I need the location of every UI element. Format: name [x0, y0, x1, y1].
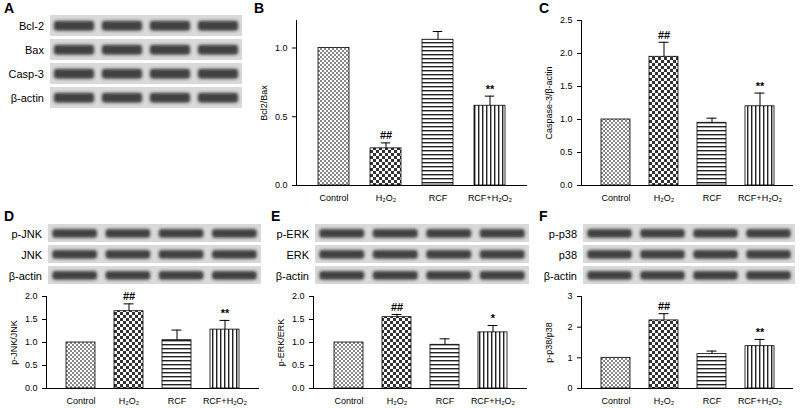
svg-text:Casp-3: Casp-3	[9, 68, 44, 80]
svg-text:0: 0	[567, 383, 572, 393]
svg-text:β-actin: β-actin	[544, 270, 577, 282]
svg-text:0.5: 0.5	[292, 360, 305, 370]
svg-text:p-ERK: p-ERK	[277, 228, 310, 240]
svg-text:RCF: RCF	[703, 193, 722, 203]
svg-text:RCF: RCF	[436, 396, 455, 406]
html-text:C: C	[539, 0, 550, 16]
svg-text:RCF: RCF	[429, 193, 448, 203]
svg-text:##: ##	[391, 301, 403, 313]
svg-text:##: ##	[658, 300, 670, 312]
svg-text:0.0: 0.0	[292, 383, 305, 393]
svg-text:H₂O₂: H₂O₂	[654, 396, 675, 406]
svg-text:Bcl2/Bax: Bcl2/Bax	[259, 85, 269, 121]
svg-text:1.5: 1.5	[25, 314, 38, 324]
svg-text:H₂O₂: H₂O₂	[387, 396, 408, 406]
svg-text:1.5: 1.5	[560, 81, 573, 91]
svg-text:0.5: 0.5	[275, 112, 288, 122]
svg-text:0.0: 0.0	[25, 383, 38, 393]
svg-text:2: 2	[567, 322, 572, 332]
svg-text:**: **	[756, 326, 765, 338]
svg-text:2.0: 2.0	[25, 291, 38, 301]
svg-text:1.0: 1.0	[292, 337, 305, 347]
svg-text:1.0: 1.0	[25, 337, 38, 347]
html-text:D: D	[4, 208, 15, 224]
svg-text:RCF: RCF	[703, 396, 722, 406]
svg-text:RCF+H₂O₂: RCF+H₂O₂	[203, 396, 248, 406]
svg-text:p-p38: p-p38	[549, 228, 577, 240]
html-text:A: A	[4, 0, 15, 16]
svg-text:Control: Control	[334, 396, 363, 406]
svg-text:0.0: 0.0	[275, 180, 288, 190]
svg-text:RCF+H₂O₂: RCF+H₂O₂	[468, 193, 513, 203]
svg-text:1: 1	[567, 353, 572, 363]
svg-text:3: 3	[567, 291, 572, 301]
svg-text:##: ##	[123, 290, 135, 302]
svg-text:2.5: 2.5	[560, 15, 573, 25]
svg-text:p38: p38	[559, 249, 577, 261]
svg-text:0.5: 0.5	[25, 360, 38, 370]
svg-text:Control: Control	[66, 396, 95, 406]
svg-text:Control: Control	[319, 193, 348, 203]
html-text:F: F	[539, 208, 548, 224]
svg-text:**: **	[756, 80, 765, 92]
html-text:E: E	[271, 208, 281, 224]
svg-text:**: **	[486, 83, 495, 95]
svg-text:RCF: RCF	[168, 396, 187, 406]
svg-text:p-JNK: p-JNK	[11, 228, 42, 240]
svg-text:0.0: 0.0	[560, 180, 573, 190]
svg-text:Caspase-3/β-actin: Caspase-3/β-actin	[544, 66, 554, 139]
svg-text:p-JNK/JNK: p-JNK/JNK	[9, 320, 19, 365]
svg-text:RCF+H₂O₂: RCF+H₂O₂	[738, 396, 783, 406]
svg-text:H₂O₂: H₂O₂	[119, 396, 140, 406]
svg-text:**: **	[221, 307, 230, 319]
html-text:B: B	[254, 0, 265, 16]
svg-text:1.5: 1.5	[292, 314, 305, 324]
svg-text:β-actin: β-actin	[9, 270, 42, 282]
svg-text:JNK: JNK	[21, 249, 42, 261]
svg-text:RCF+H₂O₂: RCF+H₂O₂	[471, 396, 516, 406]
svg-text:ERK: ERK	[286, 249, 309, 261]
svg-text:2.0: 2.0	[292, 291, 305, 301]
svg-text:Control: Control	[601, 396, 630, 406]
svg-text:*: *	[491, 312, 496, 324]
svg-text:RCF+H₂O₂: RCF+H₂O₂	[738, 193, 783, 203]
svg-text:2.0: 2.0	[560, 48, 573, 58]
svg-text:0.5: 0.5	[560, 147, 573, 157]
svg-text:β-actin: β-actin	[276, 270, 309, 282]
svg-text:β-actin: β-actin	[11, 92, 44, 104]
svg-text:Bcl-2: Bcl-2	[19, 20, 44, 32]
svg-text:p-ERK/ERK: p-ERK/ERK	[276, 319, 286, 367]
svg-text:##: ##	[380, 129, 392, 141]
svg-text:p-p38/p38: p-p38/p38	[544, 322, 554, 363]
svg-text:1.0: 1.0	[560, 114, 573, 124]
svg-text:H₂O₂: H₂O₂	[654, 193, 675, 203]
svg-text:Control: Control	[601, 193, 630, 203]
svg-text:Bax: Bax	[25, 44, 44, 56]
svg-text:##: ##	[658, 29, 670, 41]
svg-text:H₂O₂: H₂O₂	[376, 193, 397, 203]
svg-text:1.0: 1.0	[275, 43, 288, 53]
